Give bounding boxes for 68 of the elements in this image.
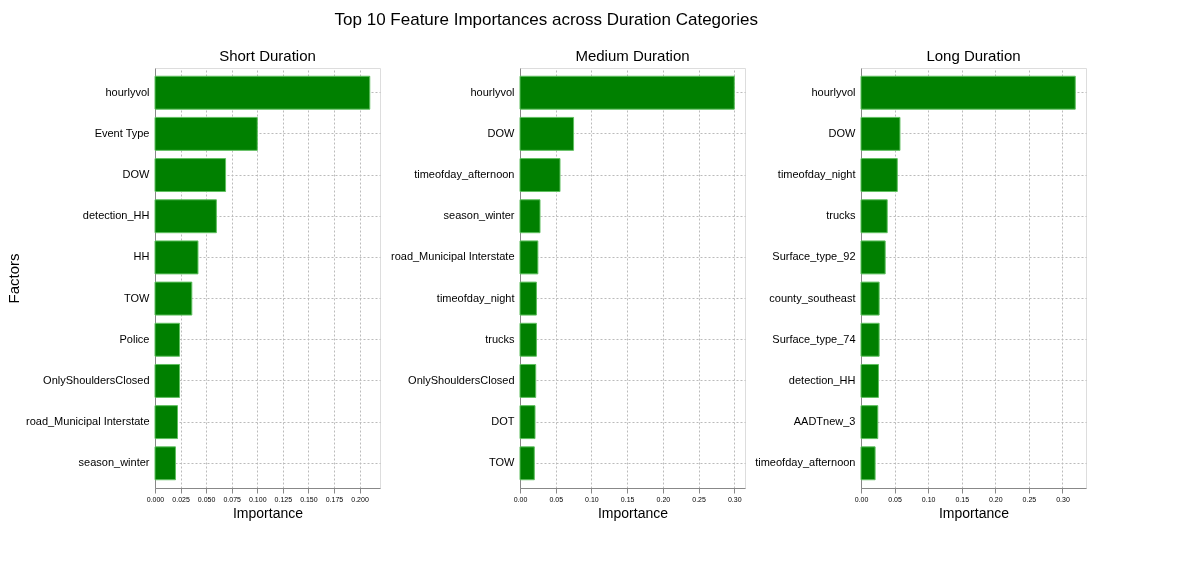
bar: [860, 116, 901, 151]
bar: [860, 405, 879, 440]
bar: [154, 281, 193, 316]
bar: [860, 446, 876, 481]
bar: [154, 116, 258, 151]
chart-title: Medium Duration: [575, 47, 690, 64]
bar: [519, 158, 561, 193]
bar: [519, 199, 541, 234]
y-tick-label: timeofday_night: [777, 168, 856, 181]
y-tick-label: Event Type: [94, 126, 150, 139]
bar: [860, 199, 888, 234]
y-tick-label: Police: [119, 332, 150, 345]
y-tick-label: DOW: [122, 168, 151, 181]
y-tick-label: hourlyvol: [470, 85, 515, 98]
bar: [519, 75, 735, 110]
bar: [860, 240, 886, 275]
y-tick-label: road_Municipal Interstate: [390, 250, 515, 263]
y-axis-title: Factors: [4, 253, 22, 304]
x-axis-title: Importance: [597, 504, 669, 521]
text: Top 10 Feature Importances across Duration Categories: [334, 9, 758, 29]
bar: [519, 240, 539, 275]
chart-title: Long Duration: [926, 47, 1021, 64]
bar: [154, 322, 181, 357]
y-tick-label: season_winter: [78, 456, 150, 469]
x-axis-title: Importance: [232, 504, 304, 521]
bar: [519, 322, 537, 357]
y-tick-label: timeofday_afternoon: [414, 168, 515, 181]
bar: [154, 363, 181, 398]
y-tick-label: AADTnew_3: [793, 415, 856, 428]
y-tick-label: road_Municipal Interstate: [25, 415, 150, 428]
y-tick-label: TOW: [124, 291, 151, 304]
y-tick-label: OnlyShouldersClosed: [43, 373, 150, 386]
bar: [154, 75, 371, 110]
y-tick-label: DOW: [828, 126, 857, 139]
y-tick-label: TOW: [489, 456, 516, 469]
bar: [154, 405, 178, 440]
bar: [154, 199, 217, 234]
bar: [519, 116, 575, 151]
bar: [860, 158, 898, 193]
y-tick-label: Surface_type_74: [772, 332, 856, 345]
y-tick-label: timeofday_night: [436, 291, 515, 304]
y-tick-label: detection_HH: [82, 209, 150, 222]
bar: [860, 363, 879, 398]
y-tick-label: DOW: [487, 126, 516, 139]
y-tick-label: OnlyShouldersClosed: [408, 373, 515, 386]
y-tick-label: season_winter: [443, 209, 515, 222]
y-tick-label: detection_HH: [788, 373, 856, 386]
y-tick-label: hourlyvol: [105, 85, 150, 98]
bar: [154, 158, 227, 193]
x-axis-title: Importance: [938, 504, 1010, 521]
y-tick-label: DOT: [491, 415, 515, 428]
bar: [154, 446, 176, 481]
y-tick-label: Surface_type_92: [772, 250, 856, 263]
y-tick-label: timeofday_afternoon: [755, 456, 856, 469]
y-tick-label: trucks: [826, 209, 856, 222]
chart-title: Short Duration: [219, 47, 316, 64]
bar: [519, 446, 535, 481]
bar: [519, 405, 536, 440]
bar: [519, 363, 537, 398]
y-tick-label: county_southeast: [769, 291, 856, 304]
bar: [154, 240, 199, 275]
y-tick-label: trucks: [485, 332, 515, 345]
bar: [519, 281, 537, 316]
y-tick-label: hourlyvol: [811, 85, 856, 98]
bar: [860, 281, 880, 316]
y-tick-label: HH: [133, 250, 150, 263]
bar: [860, 75, 1076, 110]
bar: [860, 322, 880, 357]
